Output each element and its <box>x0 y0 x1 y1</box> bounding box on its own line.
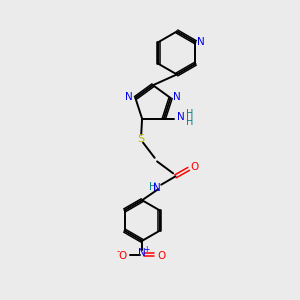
Text: N: N <box>173 92 181 101</box>
Text: -: - <box>117 247 120 256</box>
Text: N: N <box>177 112 185 122</box>
Text: O: O <box>119 251 127 261</box>
Text: O: O <box>157 251 165 261</box>
Text: N: N <box>154 183 161 193</box>
Text: H: H <box>186 109 194 119</box>
Text: O: O <box>190 162 198 172</box>
Text: N: N <box>138 248 146 258</box>
Text: H: H <box>186 117 194 127</box>
Text: S: S <box>137 134 144 144</box>
Text: H: H <box>149 182 156 192</box>
Text: +: + <box>143 245 149 254</box>
Text: N: N <box>197 37 205 47</box>
Text: N: N <box>125 92 133 101</box>
